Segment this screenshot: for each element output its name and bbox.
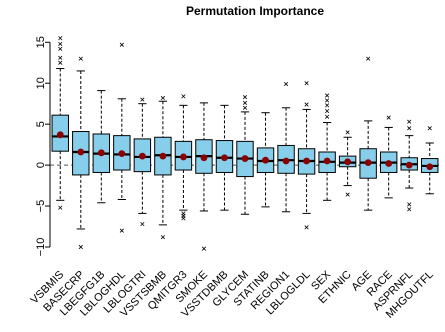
outlier-point [58,46,63,51]
box-region1 [277,81,295,213]
box-mhgoutfl [421,126,439,195]
plot-area [50,36,440,251]
mean-point [344,158,352,166]
box-race [379,115,398,199]
box-statinb [256,112,275,208]
mean-point [385,160,393,167]
outlier-point [160,235,165,240]
outlier-point [242,95,248,100]
box-smoke [195,102,213,251]
y-tick-label: 15 [35,36,47,48]
chart-title: Permutation Importance [186,4,324,18]
mean-point [56,131,64,139]
mean-point [118,150,126,158]
mean-point [405,161,413,169]
outlier-point [407,126,412,131]
mean-point [241,155,249,162]
outlier-point [58,205,63,210]
mean-point [77,148,85,156]
outlier-point [386,115,391,120]
outlier-point [181,94,186,99]
outlier-point [78,56,83,61]
outlier-point [325,93,330,98]
outlier-point [140,221,145,227]
outlier-point [304,225,309,230]
outlier-point [325,98,330,103]
box-glycem [236,95,254,215]
mean-point [282,157,290,165]
x-axis: VSBMISBASECRPLBEGFG1BLBLOGHDLLBLOGTRIVSS… [28,268,435,321]
box-qmitgr3 [174,94,193,221]
outlier-point [366,56,371,61]
mean-point [159,152,167,160]
mean-point [180,153,187,161]
outlier-point [201,246,207,251]
outlier-point [58,36,63,41]
outlier-point [140,97,145,102]
outlier-point [119,228,124,233]
mean-point [97,149,105,157]
outlier-point [325,103,330,108]
y-tick-label: −5 [35,200,47,213]
box-basecrp [72,56,90,250]
mean-point [364,159,372,167]
outlier-point [242,100,248,105]
mean-point [138,152,146,160]
outlier-point [58,60,63,65]
mean-point [426,163,434,171]
outlier-point [407,202,412,207]
outlier-point [325,108,330,114]
box-lblogldl [297,81,316,230]
outlier-point [427,126,432,131]
outlier-point [304,102,309,107]
box-age [359,56,377,211]
outlier-point [58,41,63,47]
outlier-point [58,55,63,60]
outlier-point [160,95,165,101]
outlier-point [407,207,412,212]
outlier-point [304,81,309,86]
box-lbloghdl [113,42,131,233]
outlier-point [345,130,350,135]
box-vsbmis [51,36,69,210]
outlier-point [242,105,248,110]
mean-point [262,156,269,164]
outlier-point [119,42,124,47]
box-lbegfg1b [92,90,111,204]
y-tick-label: 0 [35,162,47,168]
box-vsstdbmb [215,104,234,211]
y-tick-label: 10 [35,77,47,89]
outlier-point [325,114,330,119]
box-ethnic [338,130,357,197]
y-tick-label: 5 [35,121,47,127]
outlier-point [78,244,83,250]
outlier-point [407,119,412,124]
outlier-point [181,216,186,221]
mean-point [323,157,331,165]
y-axis: −10 −5 0 5 10 15 [35,36,51,257]
box-vsstsbmb [154,95,172,240]
outlier-point [345,192,350,197]
mean-point [303,157,310,165]
y-tick-label: −10 [35,238,47,257]
mean-point [221,154,228,162]
box-sex [318,93,336,201]
box-lblogtri [133,97,152,227]
outlier-point [283,81,289,87]
mean-point [200,154,208,162]
box-asprnfl [400,119,418,212]
